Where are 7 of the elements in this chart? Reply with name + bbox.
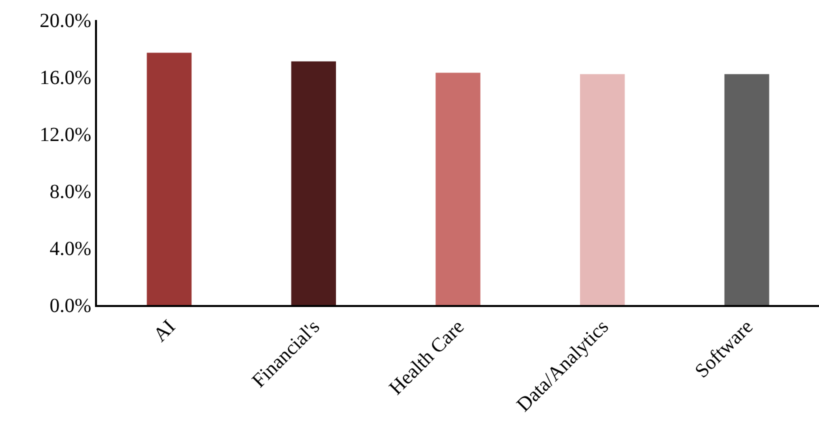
y-tick-label: 0.0% xyxy=(50,295,92,317)
y-tick-label: 8.0% xyxy=(50,181,92,203)
y-tick-label: 20.0% xyxy=(40,10,92,32)
y-tick-label: 4.0% xyxy=(50,238,92,260)
y-tick-label: 16.0% xyxy=(40,67,92,89)
x-tick-label: AI xyxy=(149,316,180,346)
y-tick-label: 12.0% xyxy=(40,124,92,146)
